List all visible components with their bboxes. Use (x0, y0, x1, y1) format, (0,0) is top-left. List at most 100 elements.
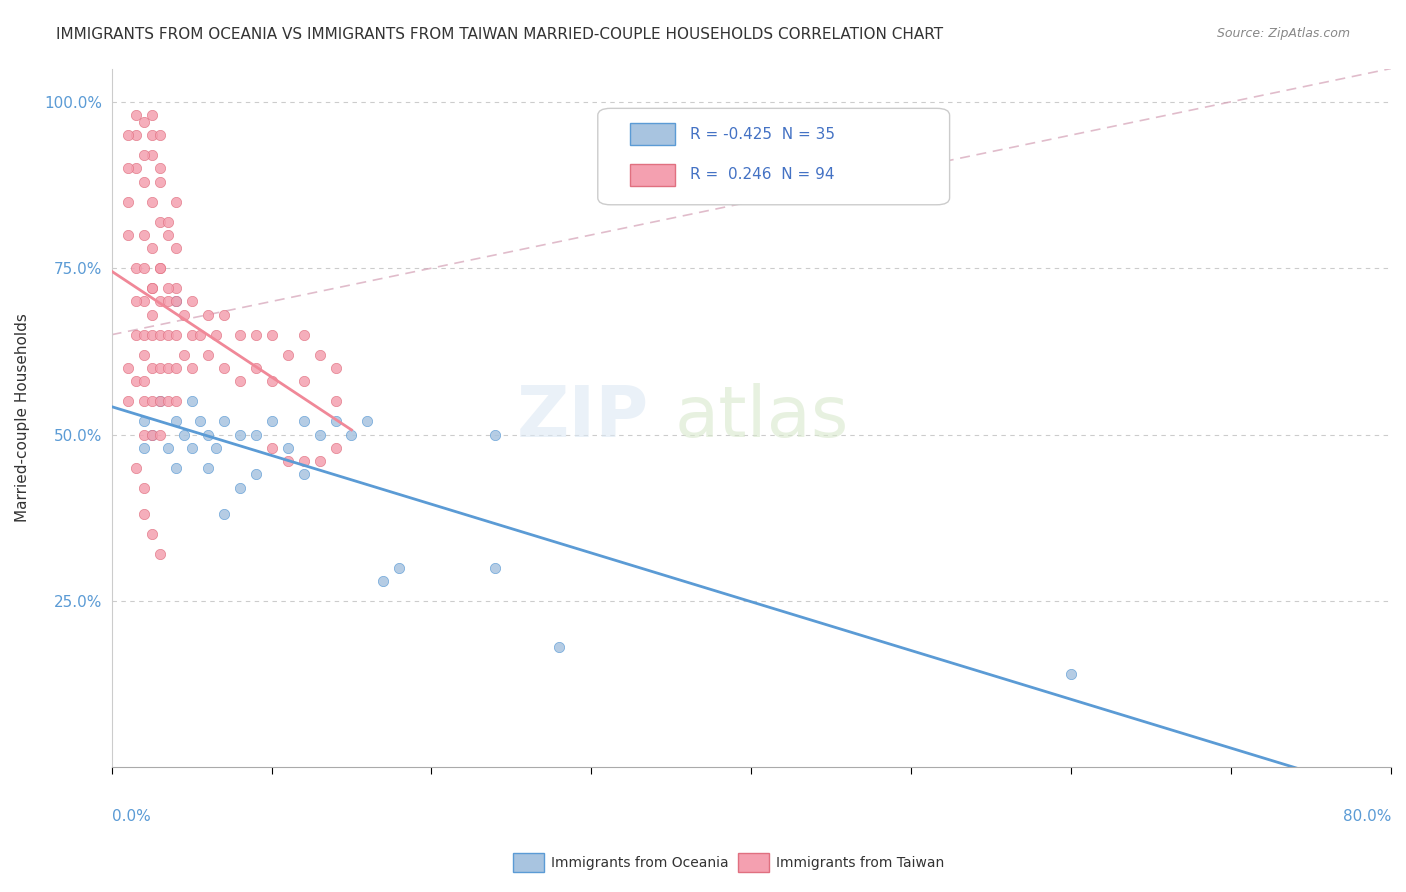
Point (149, 394, 172, 409)
Point (180, 361, 202, 376)
Point (292, 414, 315, 428)
Point (132, 327, 155, 342)
Point (124, 327, 146, 342)
Point (325, 441, 347, 455)
Point (156, 361, 179, 376)
Point (156, 294, 179, 309)
Point (388, 560, 411, 574)
Point (277, 348, 299, 362)
Point (117, 361, 139, 376)
Point (141, 194, 163, 209)
FancyBboxPatch shape (598, 108, 949, 205)
Point (204, 441, 226, 455)
Y-axis label: Married-couple Households: Married-couple Households (15, 313, 30, 523)
Point (149, 361, 172, 376)
Point (292, 454, 315, 468)
Point (260, 374, 283, 388)
Point (141, 327, 163, 342)
Point (245, 327, 267, 342)
Point (212, 308, 235, 322)
Point (484, 427, 506, 442)
Point (197, 460, 219, 475)
Point (373, 574, 395, 588)
Point (197, 308, 219, 322)
Point (173, 348, 195, 362)
Point (165, 361, 187, 376)
Point (132, 427, 155, 442)
Point (141, 148, 163, 162)
Text: Immigrants from Taiwan: Immigrants from Taiwan (776, 855, 945, 870)
Text: R =  0.246  N = 94: R = 0.246 N = 94 (690, 167, 834, 182)
Point (141, 108, 163, 122)
Point (141, 128, 163, 142)
Point (548, 640, 571, 655)
Point (156, 281, 179, 295)
Point (132, 148, 155, 162)
Point (165, 394, 187, 409)
Point (228, 481, 250, 495)
Point (228, 374, 250, 388)
Point (180, 327, 202, 342)
Point (277, 454, 299, 468)
FancyBboxPatch shape (630, 163, 675, 186)
Point (212, 414, 235, 428)
Point (325, 394, 347, 409)
Point (132, 227, 155, 242)
Point (149, 327, 172, 342)
Point (117, 227, 139, 242)
Point (132, 374, 155, 388)
Point (132, 348, 155, 362)
Point (228, 327, 250, 342)
Point (165, 241, 187, 255)
Point (156, 327, 179, 342)
Point (165, 194, 187, 209)
Point (141, 281, 163, 295)
Point (149, 128, 172, 142)
Point (212, 508, 235, 522)
Point (124, 108, 146, 122)
Point (308, 427, 330, 442)
Point (197, 348, 219, 362)
Point (228, 427, 250, 442)
Text: IMMIGRANTS FROM OCEANIA VS IMMIGRANTS FROM TAIWAN MARRIED-COUPLE HOUSEHOLDS CORR: IMMIGRANTS FROM OCEANIA VS IMMIGRANTS FR… (56, 27, 943, 42)
Point (117, 161, 139, 176)
Point (156, 394, 179, 409)
Point (260, 327, 283, 342)
Point (197, 427, 219, 442)
Text: 0.0%: 0.0% (111, 809, 150, 824)
Point (124, 294, 146, 309)
Point (325, 414, 347, 428)
Point (188, 414, 211, 428)
Text: Source: ZipAtlas.com: Source: ZipAtlas.com (1216, 27, 1350, 40)
Point (149, 161, 172, 176)
Point (141, 308, 163, 322)
Text: ZIP: ZIP (516, 384, 650, 452)
Point (149, 214, 172, 228)
Point (165, 327, 187, 342)
Point (180, 394, 202, 409)
Point (141, 394, 163, 409)
Point (124, 374, 146, 388)
Point (149, 427, 172, 442)
Point (292, 327, 315, 342)
Point (260, 441, 283, 455)
Point (132, 294, 155, 309)
Point (260, 414, 283, 428)
Point (149, 394, 172, 409)
Point (245, 427, 267, 442)
Point (149, 261, 172, 276)
Point (117, 394, 139, 409)
Point (245, 467, 267, 482)
Point (132, 441, 155, 455)
Point (180, 441, 202, 455)
Point (132, 394, 155, 409)
Point (149, 547, 172, 561)
Point (1060, 667, 1083, 681)
Text: 80.0%: 80.0% (1343, 809, 1391, 824)
Point (141, 427, 163, 442)
Text: Immigrants from Oceania: Immigrants from Oceania (551, 855, 728, 870)
Point (165, 460, 187, 475)
Point (165, 281, 187, 295)
Point (149, 261, 172, 276)
Point (308, 454, 330, 468)
